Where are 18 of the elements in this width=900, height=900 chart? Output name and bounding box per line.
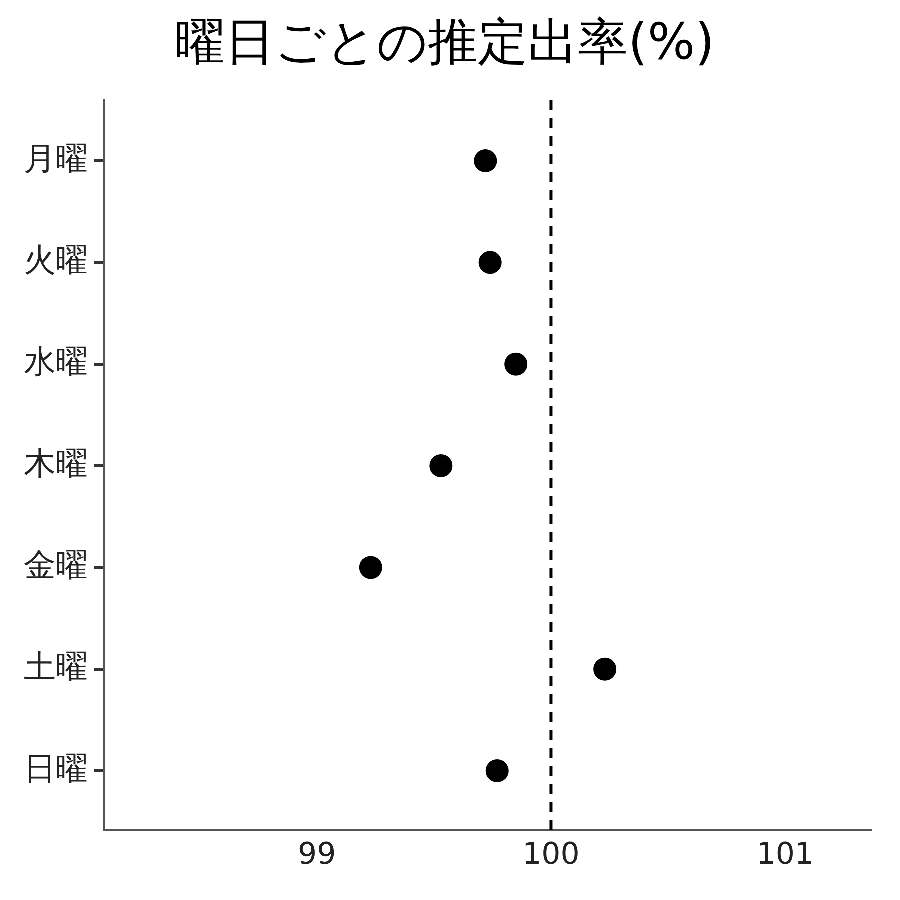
y-tick-label: 日曜 — [24, 749, 88, 788]
point — [504, 352, 528, 376]
y-tick-label: 火曜 — [24, 240, 88, 279]
point — [486, 760, 509, 783]
x-tick-label: 100 — [522, 836, 580, 872]
chart-title: 曜日ごとの推定出率(%) — [175, 12, 715, 71]
point — [430, 454, 453, 478]
y-tick-label: 水曜 — [24, 342, 88, 381]
x-tick-label: 101 — [756, 836, 814, 872]
point — [474, 150, 498, 173]
y-tick-label: 金曜 — [24, 546, 88, 584]
y-tick-label: 月曜 — [24, 139, 88, 178]
point — [594, 658, 617, 681]
point — [359, 556, 382, 580]
y-tick-label: 土曜 — [24, 648, 88, 686]
y-tick-label: 木曜 — [24, 444, 88, 482]
x-tick-label: 99 — [298, 836, 336, 872]
point — [478, 251, 502, 274]
